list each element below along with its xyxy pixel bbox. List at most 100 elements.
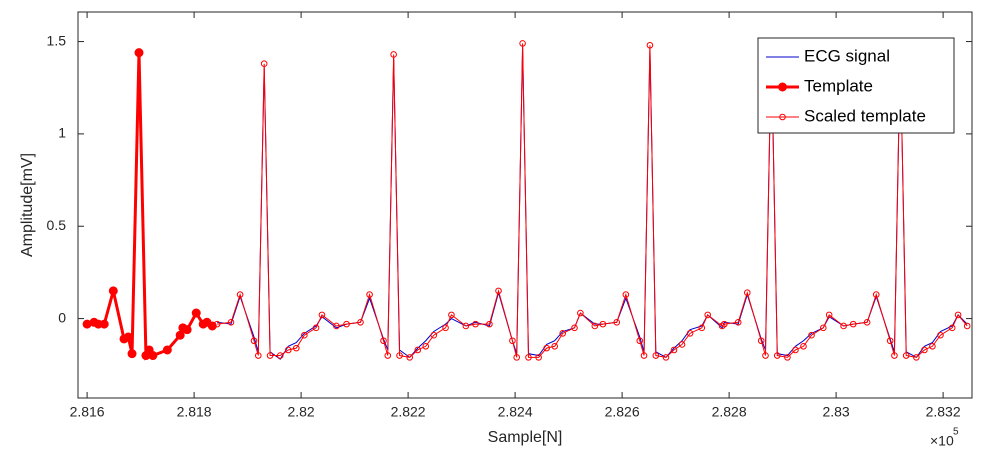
x-tick-label: 2.83 — [822, 404, 849, 420]
marker — [266, 352, 274, 359]
marker — [954, 311, 962, 319]
legend-label: ECG signal — [804, 46, 890, 65]
marker — [396, 352, 403, 359]
marker — [513, 354, 521, 361]
marker — [525, 354, 532, 361]
marker — [662, 354, 670, 361]
marker — [849, 320, 857, 328]
marker — [819, 324, 827, 332]
marker — [577, 309, 584, 317]
marker — [720, 320, 728, 328]
marker — [519, 40, 526, 47]
marker — [646, 41, 654, 49]
marker — [886, 337, 894, 345]
x-tick-label: 2.832 — [926, 404, 961, 420]
x-tick-label: 2.824 — [498, 404, 533, 420]
marker — [182, 325, 192, 335]
marker — [670, 346, 678, 354]
y-tick-label: 1.5 — [47, 32, 67, 48]
marker — [357, 318, 364, 326]
marker — [948, 324, 956, 332]
marker — [636, 337, 644, 345]
marker — [591, 322, 599, 330]
marker — [784, 354, 791, 361]
marker — [254, 352, 262, 359]
marker — [937, 331, 944, 339]
marker — [718, 322, 726, 330]
marker — [462, 322, 470, 330]
marker — [704, 311, 712, 319]
marker — [108, 286, 118, 296]
plot-area — [82, 38, 971, 361]
marker — [698, 324, 706, 332]
marker — [921, 346, 928, 354]
y-tick-label: 0 — [58, 309, 66, 325]
x-tick-label: 2.828 — [712, 404, 747, 420]
marker — [640, 352, 648, 359]
marker — [559, 330, 567, 337]
x-tick-label: 2.818 — [177, 404, 212, 420]
marker — [99, 319, 109, 329]
y-tick-label: 0.5 — [47, 217, 67, 233]
marker — [551, 342, 558, 350]
marker — [442, 324, 449, 332]
legend-marker — [778, 82, 787, 92]
x-multiplier-exponent: 5 — [953, 427, 959, 438]
marker — [825, 311, 833, 319]
legend-label: Scaled template — [804, 106, 926, 125]
marker — [260, 60, 268, 68]
marker — [312, 324, 320, 332]
marker — [652, 352, 660, 359]
axes-box — [77, 11, 973, 399]
marker — [333, 322, 340, 330]
marker — [414, 346, 422, 354]
marker — [366, 291, 373, 298]
marker — [123, 332, 133, 342]
marker — [757, 337, 765, 345]
marker — [134, 48, 144, 58]
x-tick-label: 2.816 — [70, 404, 105, 420]
marker — [292, 344, 300, 352]
marker — [495, 287, 502, 295]
marker — [343, 320, 350, 328]
x-axis-label: Sample[N] — [488, 429, 563, 446]
marker — [792, 346, 799, 354]
marker — [276, 352, 284, 359]
marker — [678, 341, 686, 348]
series-line — [217, 41, 968, 358]
marker — [808, 331, 815, 339]
marker — [734, 318, 742, 326]
marker — [148, 351, 158, 361]
y-tick-label: 1 — [58, 125, 66, 141]
marker — [472, 320, 479, 328]
marker — [872, 291, 880, 298]
marker — [535, 354, 542, 361]
marker — [301, 331, 308, 339]
marker — [162, 345, 172, 355]
marker — [406, 354, 414, 361]
x-tick-label: 2.822 — [391, 404, 426, 420]
marker — [571, 324, 578, 332]
marker — [430, 331, 438, 339]
legend-marker — [779, 113, 786, 121]
marker — [318, 311, 326, 319]
marker — [762, 352, 769, 359]
marker — [963, 322, 971, 330]
marker — [191, 308, 201, 318]
marker — [863, 318, 871, 326]
marker — [773, 352, 781, 359]
x-tick-label: 2.82 — [287, 404, 314, 420]
marker — [236, 291, 244, 298]
marker — [613, 318, 621, 326]
marker — [840, 322, 847, 330]
marker — [686, 330, 694, 337]
marker — [743, 289, 751, 297]
x-multiplier-base: ×10 — [930, 433, 954, 449]
marker — [913, 354, 920, 361]
x-tick-label: 2.826 — [605, 404, 640, 420]
marker — [800, 342, 807, 350]
marker — [127, 349, 137, 359]
marker — [390, 51, 397, 58]
marker — [929, 342, 936, 350]
